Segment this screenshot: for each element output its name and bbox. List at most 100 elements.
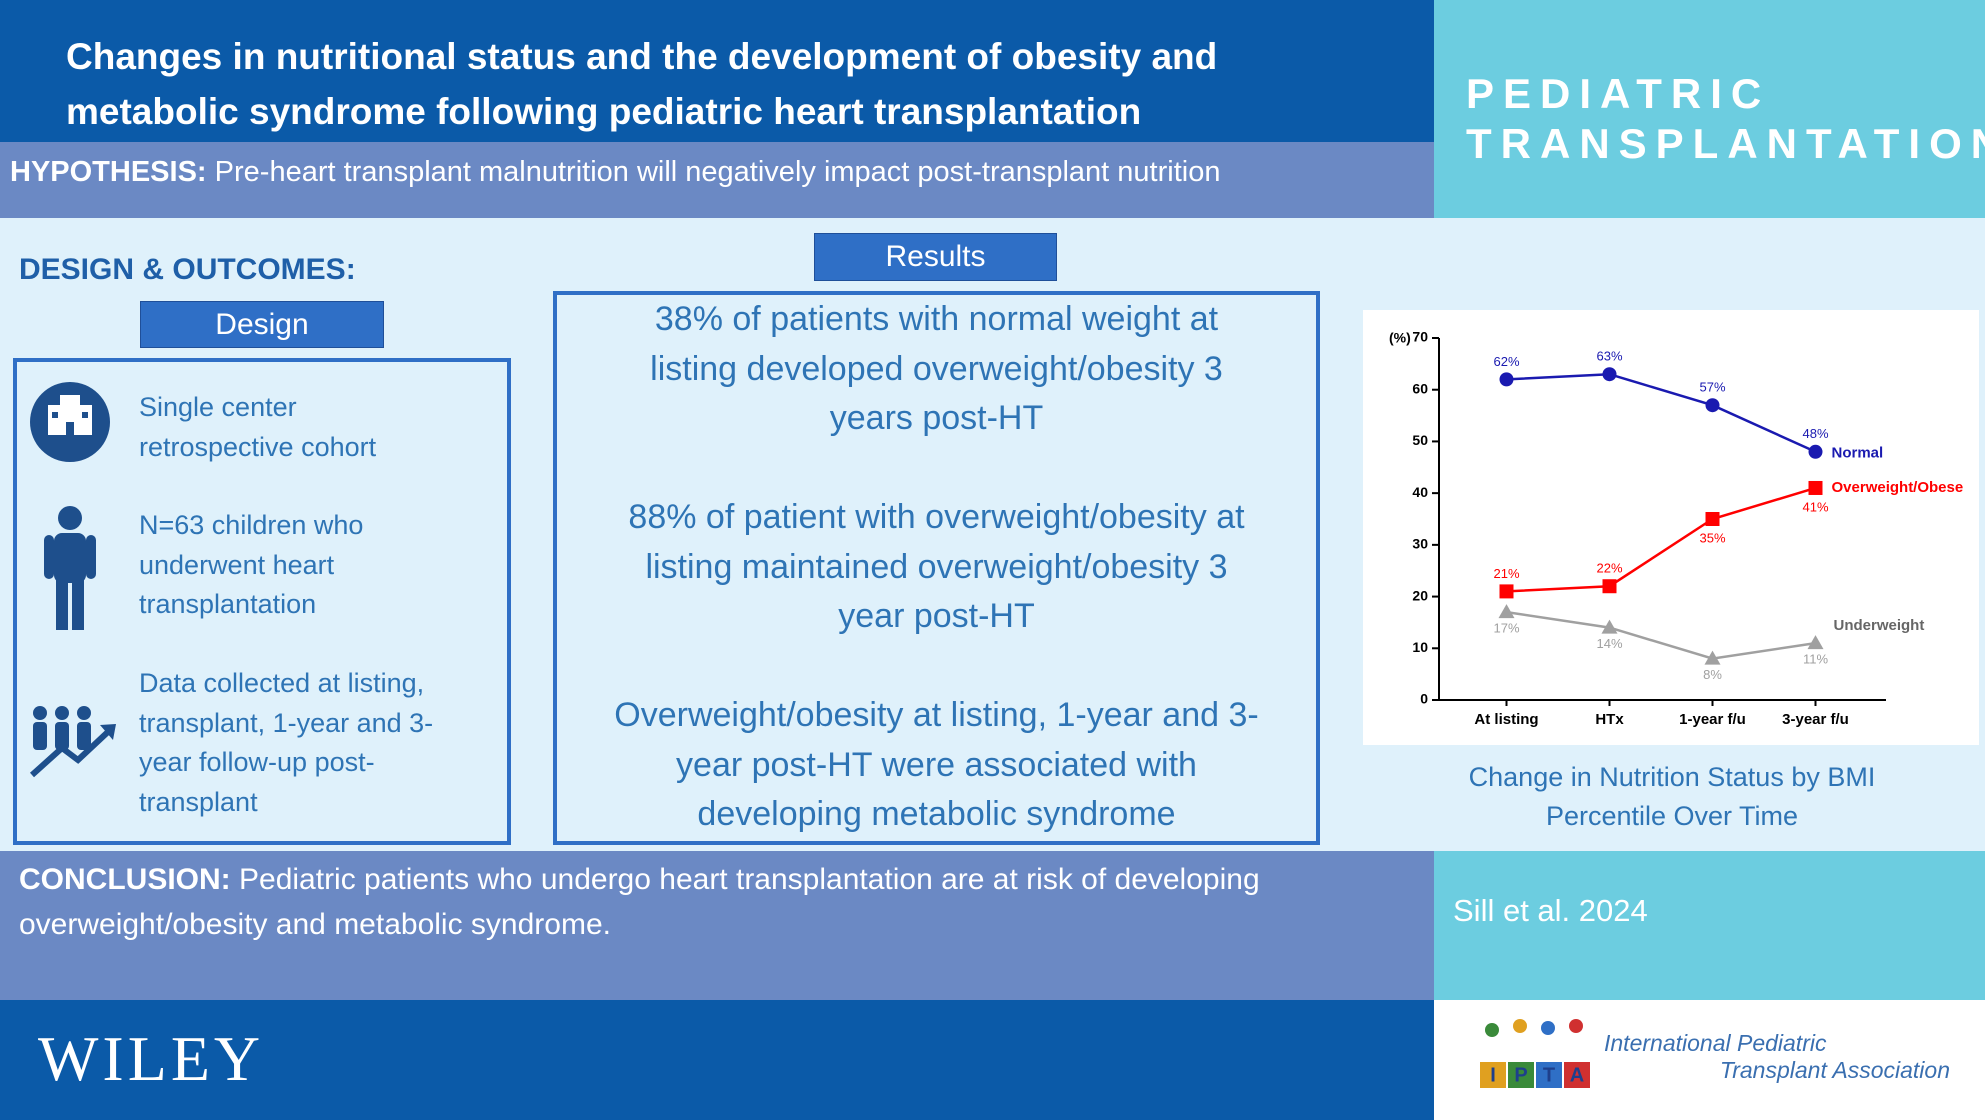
marker: [1499, 372, 1514, 387]
y-tick-label: 50: [1412, 432, 1428, 448]
results-text: listing developed overweight/obesity 3: [650, 349, 1223, 388]
results-text: 88% of patient with overweight/obesity a…: [628, 498, 1245, 536]
value-label: 35%: [1699, 530, 1725, 545]
value-label: 48%: [1802, 426, 1828, 441]
group-icon: [29, 706, 116, 778]
y-tick-label: 0: [1420, 691, 1428, 707]
logo-block: [1564, 1062, 1590, 1088]
design-text: transplantation: [139, 589, 317, 619]
citation-band: [1434, 851, 1985, 1000]
logo-letter: A: [1570, 1064, 1584, 1086]
title-line: Changes in nutritional status and the de…: [66, 36, 1218, 77]
logo-block: [1480, 1062, 1506, 1088]
series-name: Normal: [1832, 445, 1884, 462]
title-band: [0, 0, 1434, 142]
results-text: Overweight/obesity at listing, 1-year an…: [614, 696, 1259, 734]
value-label: 21%: [1493, 566, 1519, 581]
marker: [1602, 579, 1617, 594]
title-line: metabolic syndrome following pediatric h…: [66, 91, 1142, 132]
design-text: transplant: [139, 786, 258, 817]
y-axis-label: (%): [1389, 330, 1411, 346]
design-text: Data collected at listing,: [139, 668, 425, 698]
design-text: underwent heart: [139, 549, 335, 580]
footer-band: [0, 1000, 1434, 1120]
marker: [1807, 635, 1824, 650]
ipta-logo: [1485, 1019, 1583, 1037]
series-name: Overweight/Obese: [1832, 479, 1964, 496]
y-tick-label: 30: [1412, 536, 1428, 552]
person-icon: [44, 506, 96, 630]
journal-name: TRANSPLANTATION: [1466, 120, 1985, 167]
conclusion-text: Pediatric patients who undergo heart tra…: [239, 863, 1260, 896]
results-text: 38% of patients with normal weight at: [654, 300, 1219, 338]
design-text: N=63 children who: [139, 510, 364, 540]
design-heading: DESIGN & OUTCOMES:: [19, 253, 356, 286]
x-tick-label: 3-year f/u: [1782, 711, 1849, 728]
chart-box: [1363, 310, 1979, 745]
value-label: 57%: [1699, 380, 1725, 395]
journal-name: PEDIATRIC: [1466, 70, 1771, 117]
logo-letter: P: [1514, 1064, 1527, 1086]
journal-band: [1434, 0, 1985, 223]
citation: Sill et al. 2024: [1453, 893, 1648, 928]
logo-letter: I: [1490, 1064, 1496, 1086]
publisher: WILEY: [38, 1023, 265, 1094]
value-label: 17%: [1493, 621, 1519, 636]
marker: [1808, 444, 1823, 459]
association-name: International Pediatric: [1604, 1030, 1827, 1056]
conclusion-text: overweight/obesity and metabolic syndrom…: [19, 908, 611, 941]
value-label: 14%: [1596, 636, 1622, 651]
series-line: [1506, 372, 1817, 453]
y-tick-label: 10: [1412, 639, 1428, 655]
marker: [1705, 512, 1720, 526]
value-label: 11%: [1803, 652, 1828, 667]
marker: [1499, 584, 1514, 599]
hypothesis: HYPOTHESIS: Pre-heart transplant malnutr…: [10, 156, 1220, 189]
design-button: Design: [140, 301, 384, 348]
marker: [1705, 398, 1720, 413]
hypothesis-text: Pre-heart transplant malnutrition will n…: [214, 156, 1221, 188]
series-line: [1506, 610, 1816, 660]
results-text: year post-HT: [838, 597, 1035, 635]
results-box: [553, 291, 1320, 845]
design-text: transplant, 1-year and 3-: [139, 707, 434, 738]
results-text: developing metabolic syndrome: [697, 795, 1176, 833]
logo-letter: T: [1543, 1064, 1555, 1086]
marker: [1601, 619, 1618, 634]
design-box: [13, 358, 511, 845]
design-text: retrospective cohort: [139, 431, 377, 462]
value-label: 8%: [1703, 667, 1722, 682]
association-name: Transplant Association: [1719, 1057, 1950, 1083]
y-tick-label: 70: [1412, 329, 1428, 345]
results-text: listing maintained overweight/obesity 3: [645, 547, 1228, 586]
results-button: Results: [814, 233, 1057, 281]
value-label: 41%: [1802, 499, 1828, 514]
hypothesis-band: [0, 142, 1434, 218]
conclusion-label: CONCLUSION:: [19, 863, 231, 896]
hospital-icon: [30, 382, 110, 462]
y-tick-label: 20: [1412, 587, 1428, 603]
value-label: 63%: [1596, 349, 1622, 364]
x-tick-label: HTx: [1595, 711, 1624, 728]
marker: [1498, 604, 1515, 619]
results-text: year post-HT were associated with: [676, 745, 1197, 784]
series-name: Underweight: [1834, 617, 1925, 634]
x-tick-label: At listing: [1474, 711, 1538, 728]
y-tick-label: 60: [1412, 380, 1428, 396]
marker: [1602, 367, 1617, 382]
conclusion-band: [0, 851, 1434, 1000]
x-tick-label: 1-year f/u: [1679, 711, 1746, 728]
logo-block: [1508, 1062, 1534, 1088]
value-label: 22%: [1596, 561, 1622, 576]
design-text: Single center: [139, 392, 297, 422]
conclusion: CONCLUSION: Pediatric patients who under…: [19, 863, 1260, 897]
value-label: 62%: [1493, 354, 1519, 369]
logo-block: [1536, 1062, 1562, 1088]
y-tick-label: 40: [1412, 484, 1428, 500]
series-line: [1506, 486, 1816, 593]
design-text: year follow-up post-: [139, 747, 375, 777]
chart-caption: Change in Nutrition Status by BMI: [1469, 762, 1876, 792]
marker: [1704, 650, 1721, 665]
